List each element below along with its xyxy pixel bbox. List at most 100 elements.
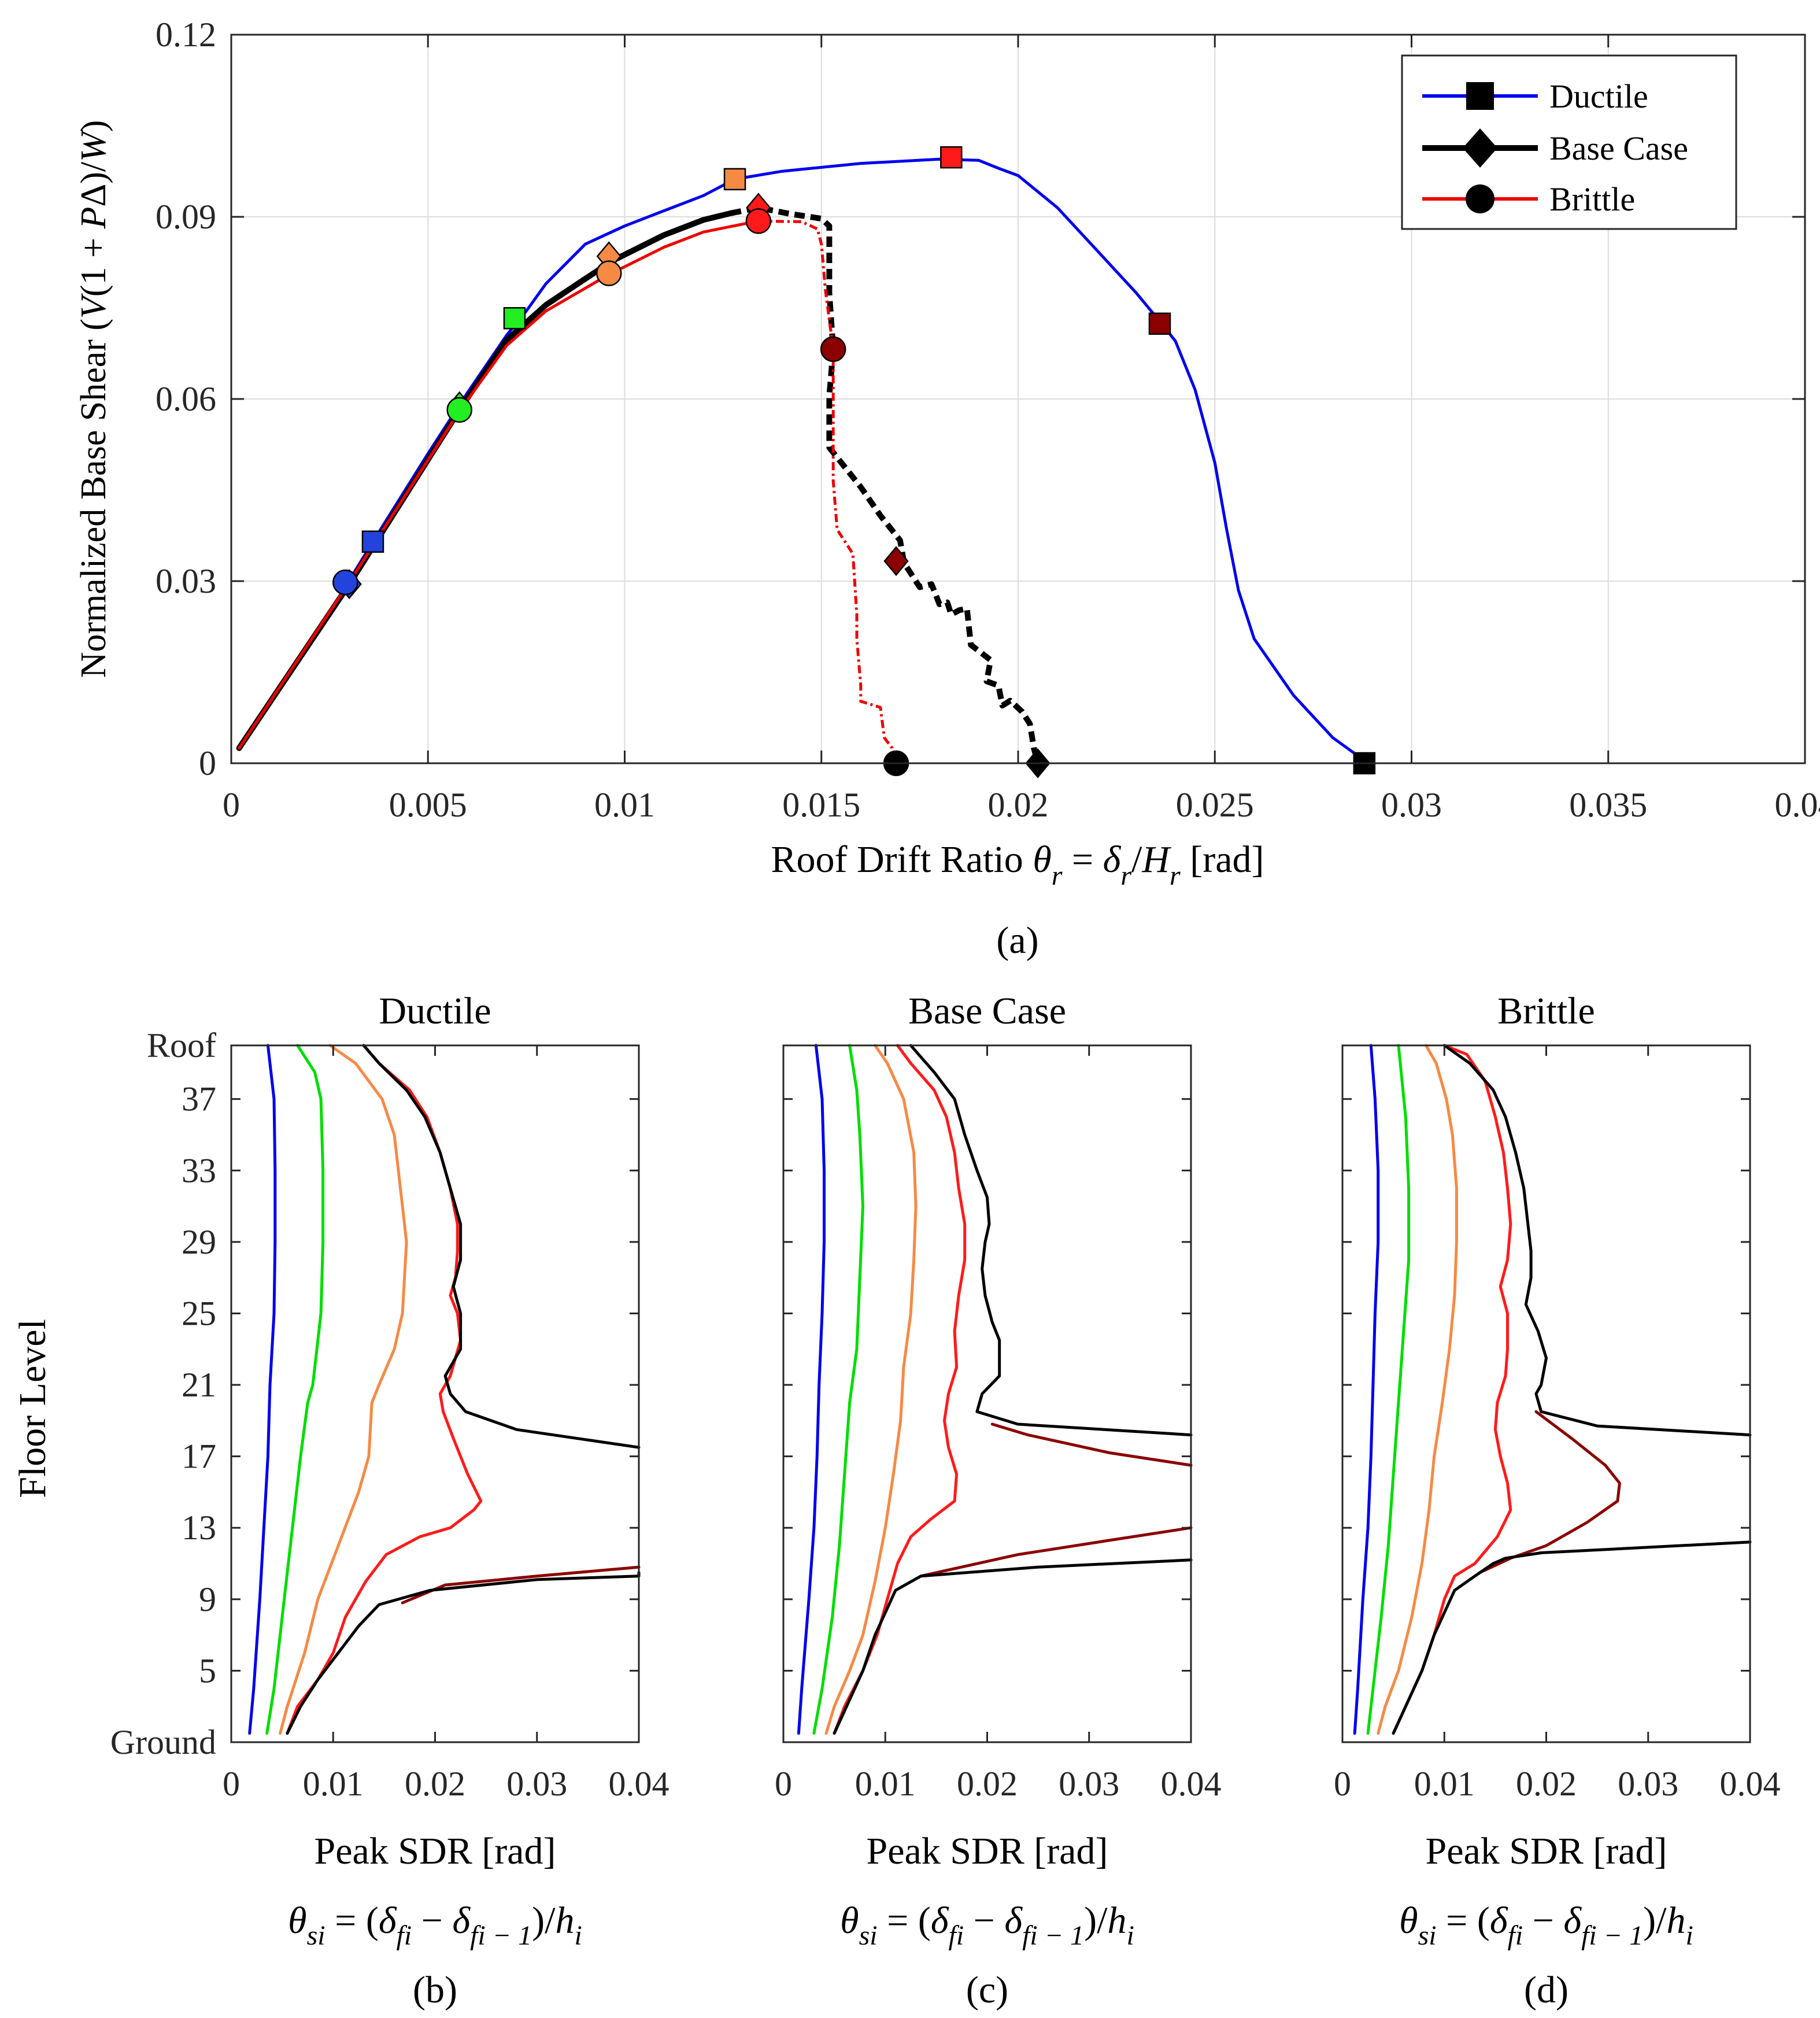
x-axis-label: Peak SDR [rad] xyxy=(315,1830,556,1872)
profile-line-black-upper xyxy=(909,1044,1193,1437)
profile-line-blue xyxy=(1353,1044,1380,1735)
legend-diamond-marker xyxy=(1463,128,1497,168)
legend-circle-marker xyxy=(1466,184,1495,213)
marker-circle xyxy=(820,336,846,363)
x-tick-label: 0.02 xyxy=(957,1765,1018,1803)
y-tick-label: 29 xyxy=(182,1223,216,1261)
profile-line-blue xyxy=(797,1044,826,1735)
x-tick-label: 0.02 xyxy=(988,786,1049,824)
profile-line-dark-red-upper xyxy=(990,1422,1193,1467)
panel-a-label: (a) xyxy=(996,919,1038,962)
panel-label: (c) xyxy=(966,1969,1008,2011)
floor-level-axis-label: Floor Level xyxy=(12,1319,54,1498)
y-tick-label: 5 xyxy=(199,1651,216,1690)
x-tick-label: 0.03 xyxy=(1381,786,1442,824)
profile-line-red xyxy=(1392,1044,1512,1735)
series-line-dashed-brittle xyxy=(758,219,898,764)
panel-a-y-axis-label: Normalized Base Shear (V(1 + PΔ)/W) xyxy=(74,120,113,678)
y-tick-label: 25 xyxy=(182,1294,216,1332)
x-tick-label: 0 xyxy=(775,1765,792,1803)
marker-square xyxy=(361,530,384,553)
x-tick-label: 0.01 xyxy=(303,1765,364,1803)
legend-label-base-case: Base Case xyxy=(1549,130,1688,167)
profile-line-orange xyxy=(1377,1044,1458,1735)
panel-a-markers xyxy=(332,146,1376,778)
legend: Ductile Base Case Brittle xyxy=(1401,54,1737,230)
profile-line-black-upper xyxy=(362,1044,641,1449)
panel-title: Ductile xyxy=(379,990,491,1032)
profile-line-orange xyxy=(279,1044,408,1735)
x-axis-label: Peak SDR [rad] xyxy=(867,1830,1108,1872)
y-tick-label: 0.12 xyxy=(156,16,216,54)
y-tick-label: 0.09 xyxy=(156,198,216,236)
profile-line-black xyxy=(1392,1540,1752,1735)
marker-square xyxy=(1148,312,1171,335)
y-tick-label: Ground xyxy=(110,1723,216,1761)
profile-line-black xyxy=(833,1558,1193,1735)
profile-line-red xyxy=(833,1044,967,1735)
x-axis-label: Peak SDR [rad] xyxy=(1426,1830,1667,1872)
panel-title: Brittle xyxy=(1497,990,1595,1032)
x-tick-label: 0 xyxy=(223,1765,240,1803)
panel-a-y-ticks: 0 0.03 0.06 0.09 0.12 xyxy=(156,16,1805,782)
profile-line-dark-red xyxy=(919,1526,1193,1578)
panel-label: (b) xyxy=(413,1969,457,2011)
panel-d: Brittle 0 0.01 0.02 0.03 0.04 Peak SDR [rad] θs… xyxy=(1334,990,1781,2011)
panel-b: Ductile 0 0.01 0.02 0.03 0.04 Ground 5 9 13 17 21 25… xyxy=(110,990,669,2011)
x-tick-label: 0 xyxy=(1334,1765,1351,1803)
y-tick-label: 37 xyxy=(182,1080,216,1118)
x-tick-label: 0.03 xyxy=(1059,1765,1119,1803)
panel-a-x-axis-label: Roof Drift Ratio θr = δr/Hr [rad] xyxy=(771,838,1264,891)
x-tick-label: 0.01 xyxy=(855,1765,916,1803)
x-tick-label: 0.04 xyxy=(609,1765,669,1803)
marker-square xyxy=(940,146,963,169)
marker-circle xyxy=(332,569,358,596)
x-tick-label: 0.04 xyxy=(1720,1765,1781,1803)
marker-circle xyxy=(745,208,772,234)
y-tick-label: 9 xyxy=(199,1580,216,1618)
x-tick-label: 0.03 xyxy=(1618,1765,1678,1803)
y-tick-label: 13 xyxy=(182,1509,216,1547)
legend-label-ductile: Ductile xyxy=(1549,77,1648,115)
marker-diamond xyxy=(883,546,909,576)
x-tick-label: 0.02 xyxy=(405,1765,465,1803)
marker-circle xyxy=(446,397,472,423)
series-line-brittle xyxy=(238,219,760,750)
x-tick-label: 0.02 xyxy=(1516,1765,1577,1803)
y-tick-label: 0.06 xyxy=(156,380,216,418)
x-tick-label: 0.04 xyxy=(1161,1765,1222,1803)
profile-line-orange xyxy=(824,1044,918,1735)
profile-line-blue xyxy=(248,1044,277,1735)
profile-line-dark-red xyxy=(1478,1410,1621,1574)
y-tick-label: 33 xyxy=(182,1151,216,1189)
x-tick-label: 0.03 xyxy=(506,1765,567,1803)
x-tick-label: 0.035 xyxy=(1569,786,1647,824)
profile-line-green xyxy=(812,1044,864,1735)
profile-line-green xyxy=(265,1044,325,1735)
profile-line-dark-red xyxy=(401,1565,641,1605)
profile-line-black xyxy=(286,1571,641,1735)
x-tick-label: 0.025 xyxy=(1176,786,1254,824)
x-tick-label: 0.01 xyxy=(594,786,655,824)
y-tick-label: 21 xyxy=(182,1366,216,1404)
x-axis-formula: θsi = (δfi − δfi − 1)/hi xyxy=(1399,1899,1693,1951)
panel-a-x-ticks: 0 0.005 0.01 0.015 0.02 0.025 0.03 0.035 0.04 xyxy=(223,35,1820,824)
y-tick-label: 0 xyxy=(199,744,216,782)
series-line-dashed-base-case xyxy=(730,205,1041,764)
x-axis-formula: θsi = (δfi − δfi − 1)/hi xyxy=(288,1899,582,1951)
panel-c: Base Case 0 0.01 0.02 0.03 0.04 Peak SDR [rad]… xyxy=(775,990,1222,2011)
legend-label-brittle: Brittle xyxy=(1549,180,1635,218)
panel-title: Base Case xyxy=(908,990,1066,1032)
profile-line-black-upper xyxy=(1442,1044,1752,1437)
legend-square-marker xyxy=(1466,82,1494,110)
x-tick-label: 0 xyxy=(223,786,240,824)
x-tick-label: 0.005 xyxy=(389,786,467,824)
y-tick-label: Roof xyxy=(147,1026,216,1065)
marker-circle xyxy=(596,260,622,286)
y-tick-label: 0.03 xyxy=(156,562,216,600)
x-tick-label: 0.01 xyxy=(1414,1765,1475,1803)
x-axis-formula: θsi = (δfi − δfi − 1)/hi xyxy=(840,1899,1134,1951)
y-tick-label: 17 xyxy=(182,1437,216,1476)
